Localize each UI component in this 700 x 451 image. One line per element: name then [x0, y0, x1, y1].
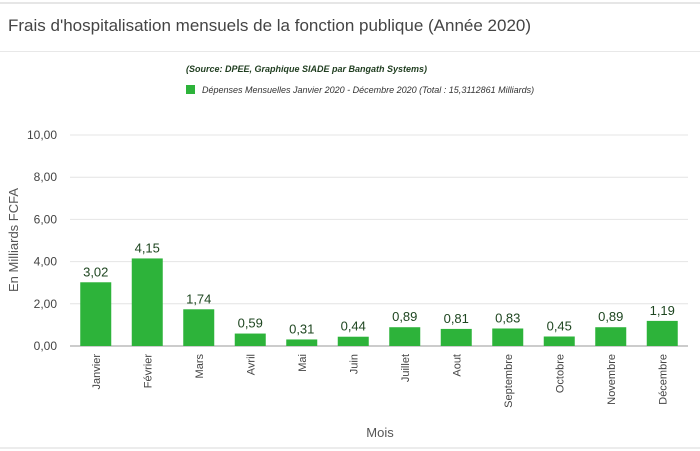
data-label: 0,45 [547, 319, 572, 334]
bar-9 [543, 336, 575, 346]
bar-7 [440, 328, 472, 346]
x-tick-label: Septembre [503, 354, 515, 408]
y-tick-label: 10,00 [27, 128, 57, 142]
bottom-border [0, 447, 700, 449]
x-tick-label: Juin [348, 354, 360, 374]
data-label: 0,89 [392, 309, 417, 324]
x-tick-label: Janvier [91, 354, 103, 390]
title-divider [0, 51, 700, 52]
data-label: 1,74 [186, 291, 211, 306]
bar-6 [389, 327, 421, 346]
y-tick-label: 2,00 [34, 297, 58, 311]
data-label: 0,59 [238, 316, 263, 331]
x-tick-label: Février [142, 354, 154, 389]
bar-0 [80, 282, 112, 346]
top-border [0, 2, 700, 4]
legend-swatch [186, 85, 195, 94]
y-tick-label: 4,00 [34, 255, 58, 269]
x-tick-label: Mai [297, 354, 309, 372]
data-label: 1,19 [650, 303, 675, 318]
x-tick-label: Mars [194, 354, 206, 379]
data-label: 3,02 [83, 264, 108, 279]
x-tick-label: Octobre [554, 354, 566, 393]
bar-11 [646, 320, 678, 346]
bar-1 [131, 258, 163, 346]
bar-8 [492, 328, 524, 346]
data-label: 0,89 [598, 309, 623, 324]
bar-2 [183, 309, 215, 346]
data-label: 0,44 [341, 319, 366, 334]
y-tick-label: 8,00 [34, 170, 58, 184]
data-label: 0,31 [289, 321, 314, 336]
x-tick-label: Novembre [606, 354, 618, 405]
y-tick-label: 6,00 [34, 212, 58, 226]
bar-3 [234, 333, 266, 346]
bar-5 [337, 336, 369, 346]
x-axis-label: Mois [366, 425, 394, 440]
x-tick-label: Aout [451, 354, 463, 377]
page-title: Frais d'hospitalisation mensuels de la f… [8, 16, 532, 35]
y-axis-label: En Milliards FCFA [6, 188, 21, 292]
data-label: 4,15 [135, 240, 160, 255]
bar-4 [286, 339, 318, 346]
x-tick-label: Avril [245, 354, 257, 375]
x-tick-label: Décembre [657, 354, 669, 405]
bar-10 [595, 327, 627, 346]
x-tick-label: Juillet [400, 354, 412, 382]
chart-subtitle: (Source: DPEE, Graphique SIADE par Banga… [186, 64, 427, 74]
legend-label: Dépenses Mensuelles Janvier 2020 - Décem… [202, 85, 534, 95]
y-tick-label: 0,00 [34, 339, 58, 353]
data-label: 0,83 [495, 310, 520, 325]
data-label: 0,81 [444, 311, 469, 326]
